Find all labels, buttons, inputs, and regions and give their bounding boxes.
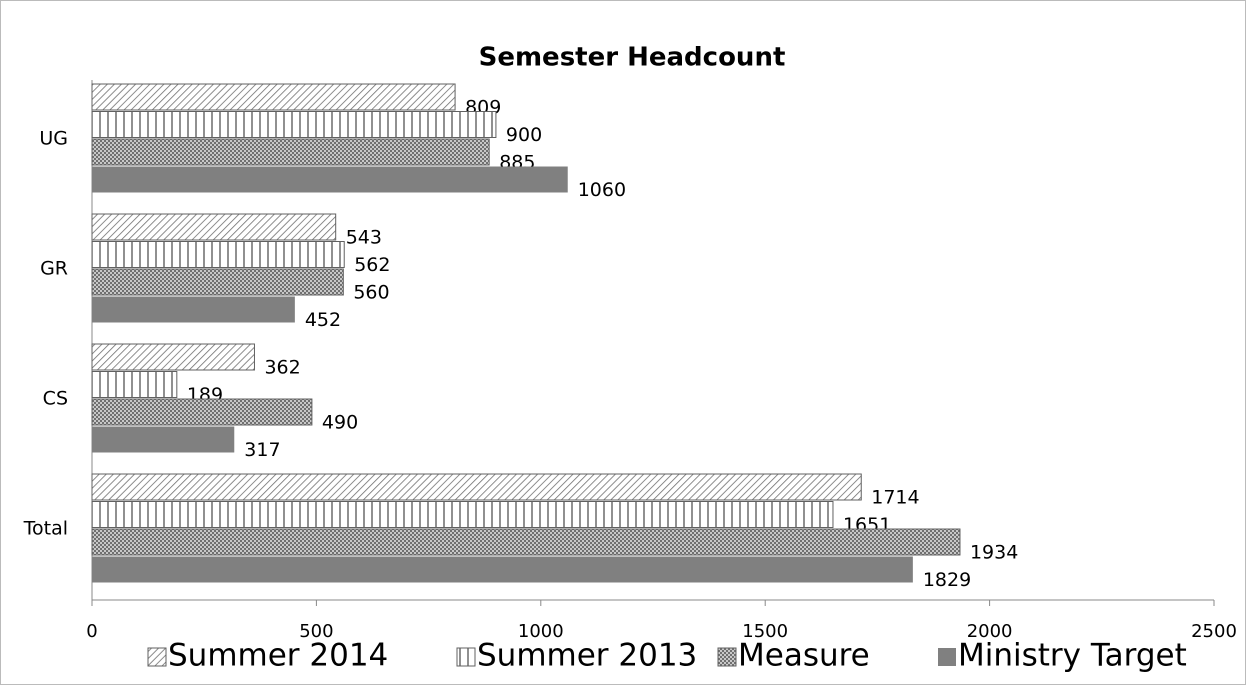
bar — [91, 138, 490, 166]
x-tick-label: 2000 — [967, 621, 1013, 642]
value-label: 900 — [506, 124, 542, 146]
value-label: 1714 — [871, 487, 919, 509]
value-label: 562 — [354, 254, 390, 276]
category-label: Total — [23, 518, 68, 540]
category-label: GR — [40, 258, 68, 280]
legend-swatch — [147, 647, 167, 667]
value-label: 490 — [322, 412, 358, 434]
x-tick-label: 0 — [86, 621, 97, 642]
x-tick-label: 1000 — [518, 621, 564, 642]
value-label: 1060 — [578, 179, 626, 201]
legend-label: Measure — [738, 638, 870, 674]
bar — [91, 241, 345, 268]
bar — [91, 343, 255, 371]
value-label: 317 — [244, 439, 280, 461]
value-label: 1829 — [923, 569, 971, 591]
legend-label: Summer 2014 — [168, 638, 388, 674]
bar — [91, 213, 337, 241]
category-label: CS — [43, 388, 68, 410]
value-label: 543 — [346, 227, 382, 249]
bar — [91, 268, 344, 296]
bar — [91, 83, 456, 111]
x-tick-label: 2500 — [1191, 621, 1237, 642]
bar — [92, 296, 295, 323]
legend-swatch — [938, 648, 956, 666]
legend-swatch — [717, 647, 737, 667]
legend-label: Ministry Target — [958, 638, 1187, 674]
bar — [91, 111, 497, 138]
bar — [91, 501, 834, 528]
legend-swatch — [456, 647, 476, 667]
legend-label: Summer 2013 — [477, 638, 697, 674]
value-label: 362 — [264, 357, 300, 379]
bar — [91, 473, 862, 501]
chart-title: Semester Headcount — [479, 43, 786, 73]
category-label: UG — [39, 128, 68, 150]
value-label: 452 — [305, 309, 341, 331]
bar — [92, 556, 913, 583]
bar — [92, 426, 235, 453]
bar — [91, 528, 961, 556]
bar — [91, 371, 178, 398]
value-label: 560 — [353, 282, 389, 304]
bar — [91, 398, 313, 426]
x-tick-label: 500 — [299, 621, 333, 642]
x-tick-label: 1500 — [742, 621, 788, 642]
value-label: 1934 — [970, 542, 1018, 564]
bar — [92, 166, 568, 193]
